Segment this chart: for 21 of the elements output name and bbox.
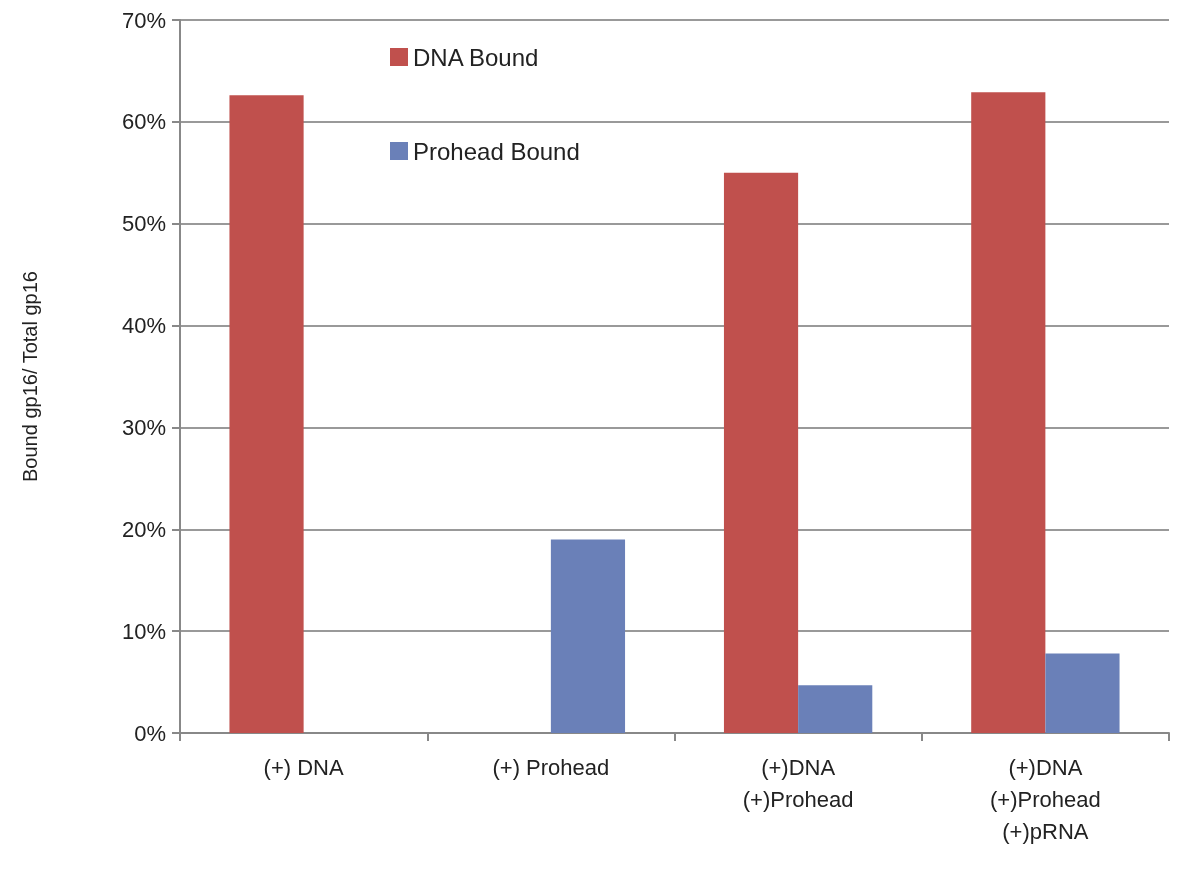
legend-label: DNA Bound: [413, 43, 539, 71]
y-tick-label: 40%: [121, 313, 166, 339]
y-tick-label: 20%: [121, 516, 166, 542]
legend-label: Prohead Bound: [413, 137, 580, 165]
y-tick-label: 50%: [121, 211, 166, 237]
x-tick-label: (+) Prohead: [492, 754, 610, 780]
bar: [550, 539, 626, 733]
x-tick-label: (+)DNA (+)Prohead: [742, 754, 854, 812]
bar: [798, 685, 873, 733]
bar: [1045, 653, 1120, 733]
y-tick-label: 0%: [134, 720, 166, 746]
y-tick-label: 60%: [121, 109, 166, 135]
bar: [971, 92, 1046, 733]
bar: [229, 95, 304, 733]
y-tick-label: 30%: [121, 414, 166, 440]
x-tick-label: (+)DNA (+)Prohead (+)pRNA: [990, 754, 1101, 844]
y-tick-label: 70%: [121, 7, 166, 33]
y-axis-title: Bound gp16/ Total gp16: [19, 271, 41, 482]
y-tick-label: 10%: [121, 618, 166, 644]
bar: [723, 172, 799, 733]
x-tick-label: (+) DNA: [263, 754, 344, 780]
